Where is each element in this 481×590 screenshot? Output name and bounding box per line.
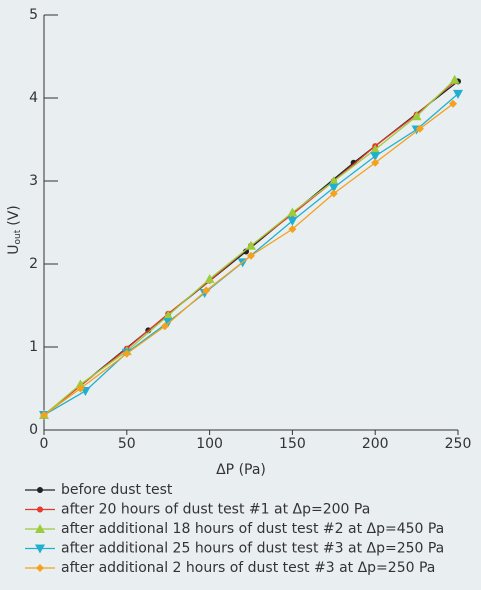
y-label-main: U (6, 245, 22, 255)
marker (288, 225, 297, 234)
marker (163, 310, 174, 320)
marker (37, 487, 43, 493)
marker (370, 144, 381, 154)
x-tick-label: 50 (118, 436, 136, 452)
marker (243, 248, 250, 255)
legend-label: before dust test (61, 482, 173, 498)
x-tick-label: 0 (40, 436, 49, 452)
legend-label: after 20 hours of dust test #1 at Δp=200… (61, 502, 370, 518)
y-tick-label: 2 (29, 256, 38, 272)
marker (453, 89, 463, 99)
x-axis-label: ΔP (Pa) (216, 462, 266, 478)
marker (329, 189, 338, 198)
marker (449, 74, 460, 84)
marker (202, 286, 211, 295)
y-label-sub: out (13, 229, 23, 244)
x-tick-label: 200 (362, 436, 389, 452)
marker (37, 506, 43, 513)
legend-label: after additional 18 hours of dust test #… (61, 521, 444, 537)
marker (328, 183, 339, 193)
marker (287, 207, 298, 217)
marker (35, 524, 45, 533)
y-label-unit: (V) (6, 205, 22, 226)
marker (204, 273, 215, 283)
marker (246, 240, 256, 250)
y-tick-label: 0 (29, 422, 38, 438)
marker (247, 251, 255, 260)
marker (371, 158, 380, 167)
legend-label: after additional 25 hours of dust test #… (61, 541, 444, 557)
x-tick-label: 100 (196, 436, 223, 452)
marker (122, 349, 131, 358)
x-tick-label: 150 (279, 436, 306, 452)
y-axis-label: Uout (V) (6, 205, 23, 255)
marker (449, 99, 458, 108)
marker (370, 152, 381, 162)
marker (36, 564, 44, 572)
marker (287, 216, 298, 226)
marker (411, 111, 422, 121)
marker (40, 411, 48, 420)
series-line (43, 103, 454, 416)
x-tick-label: 250 (445, 436, 472, 452)
legend-label: after additional 2 hours of dust test #3… (61, 560, 435, 576)
marker (76, 384, 85, 393)
y-tick-label: 5 (29, 7, 38, 23)
y-tick-label: 3 (29, 173, 38, 189)
y-tick-label: 4 (29, 90, 38, 106)
marker (328, 176, 339, 185)
marker (160, 322, 169, 331)
y-tick-label: 1 (29, 339, 38, 355)
marker (415, 124, 424, 133)
marker (35, 544, 45, 554)
